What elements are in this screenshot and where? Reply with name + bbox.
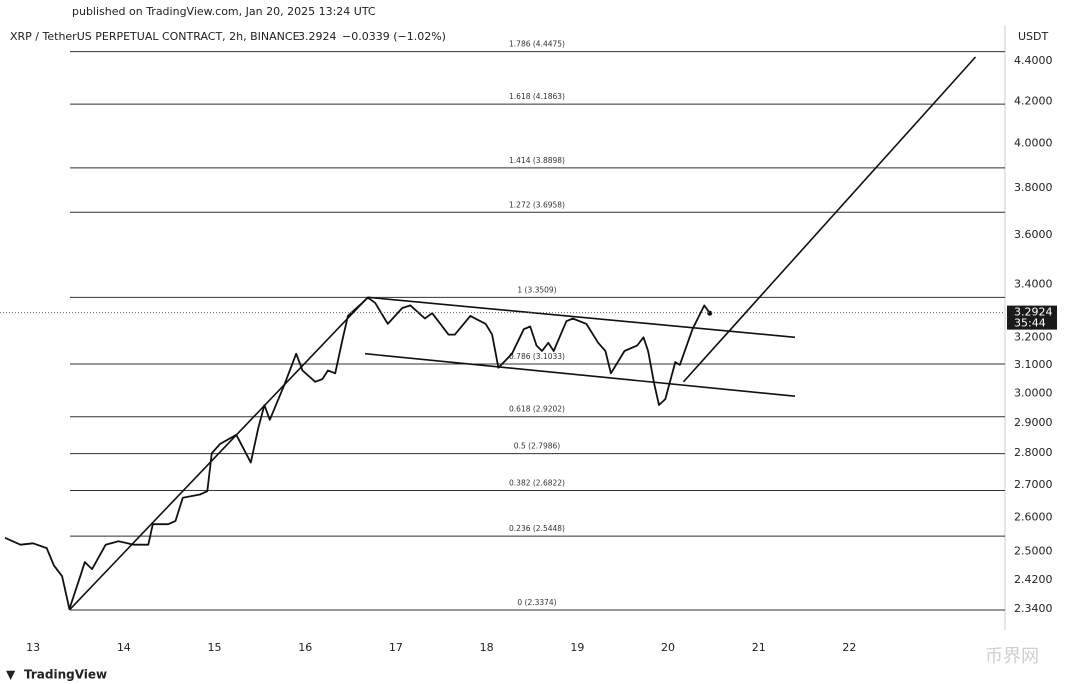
fib-label: 1.414 (3.8898) — [509, 156, 565, 165]
y-tick-label: 3.8000 — [1014, 181, 1053, 194]
header-change: −0.0339 (−1.02%) — [342, 30, 446, 43]
y-tick-label: 2.8000 — [1014, 446, 1053, 459]
y-tick-label: 2.7000 — [1014, 478, 1053, 491]
fib-label: 0 (2.3374) — [517, 598, 556, 607]
y-tick-label: 2.4200 — [1014, 573, 1053, 586]
y-tick-label: 2.5000 — [1014, 545, 1053, 558]
fib-label: 0.236 (2.5448) — [509, 524, 565, 533]
x-tick-label: 19 — [570, 641, 584, 654]
watermark: 币界网 — [985, 646, 1039, 667]
price-line — [4, 296, 711, 610]
fib-label: 0.618 (2.9202) — [509, 405, 565, 414]
fib-label: 0.5 (2.7986) — [514, 442, 560, 451]
y-tick-label: 2.9000 — [1014, 416, 1053, 429]
y-tick-label: 4.0000 — [1014, 137, 1053, 150]
fib-label: 1 (3.3509) — [517, 285, 556, 294]
x-tick-label: 14 — [117, 641, 131, 654]
trendline — [367, 296, 796, 339]
y-tick-label: 3.1000 — [1014, 358, 1053, 371]
y-tick-label: 2.6000 — [1014, 511, 1053, 524]
fib-label: 1.618 (4.1863) — [509, 92, 565, 101]
y-tick-label: 3.4000 — [1014, 278, 1053, 291]
y-tick-label: 3.2000 — [1014, 330, 1053, 343]
fib-label: 0.786 (3.1033) — [509, 352, 565, 361]
last-price-label: 3.2924 — [1014, 306, 1053, 319]
x-tick-label: 16 — [298, 641, 312, 654]
countdown: 35:44 — [1014, 317, 1046, 330]
last-point — [707, 310, 713, 316]
brand-logo: ▼ — [6, 668, 16, 682]
fib-label: 1.786 (4.4475) — [509, 40, 565, 49]
x-tick-label: 22 — [842, 641, 856, 654]
trendline — [365, 352, 796, 397]
y-tick-label: 2.3400 — [1014, 602, 1053, 615]
last-price-box — [1007, 305, 1057, 330]
x-tick-label: 18 — [480, 641, 494, 654]
x-tick-label: 13 — [26, 641, 40, 654]
currency: USDT — [1018, 30, 1049, 43]
fib-label: 1.272 (3.6958) — [509, 200, 565, 209]
published-note: published on TradingView.com, Jan 20, 20… — [72, 5, 376, 18]
y-tick-label: 4.4000 — [1014, 54, 1053, 67]
header-price: 3.2924 — [298, 30, 337, 43]
symbol: XRP / TetherUS PERPETUAL CONTRACT, 2h, B… — [10, 30, 300, 43]
trendline — [682, 56, 977, 383]
y-tick-label: 3.0000 — [1014, 386, 1053, 399]
x-tick-label: 20 — [661, 641, 675, 654]
y-tick-label: 3.6000 — [1014, 228, 1053, 241]
y-tick-label: 4.2000 — [1014, 94, 1053, 107]
trendline — [68, 296, 369, 611]
x-tick-label: 21 — [752, 641, 766, 654]
x-tick-label: 15 — [208, 641, 222, 654]
x-tick-label: 17 — [389, 641, 403, 654]
brand: TradingView — [24, 668, 107, 682]
fib-label: 0.382 (2.6822) — [509, 479, 565, 488]
